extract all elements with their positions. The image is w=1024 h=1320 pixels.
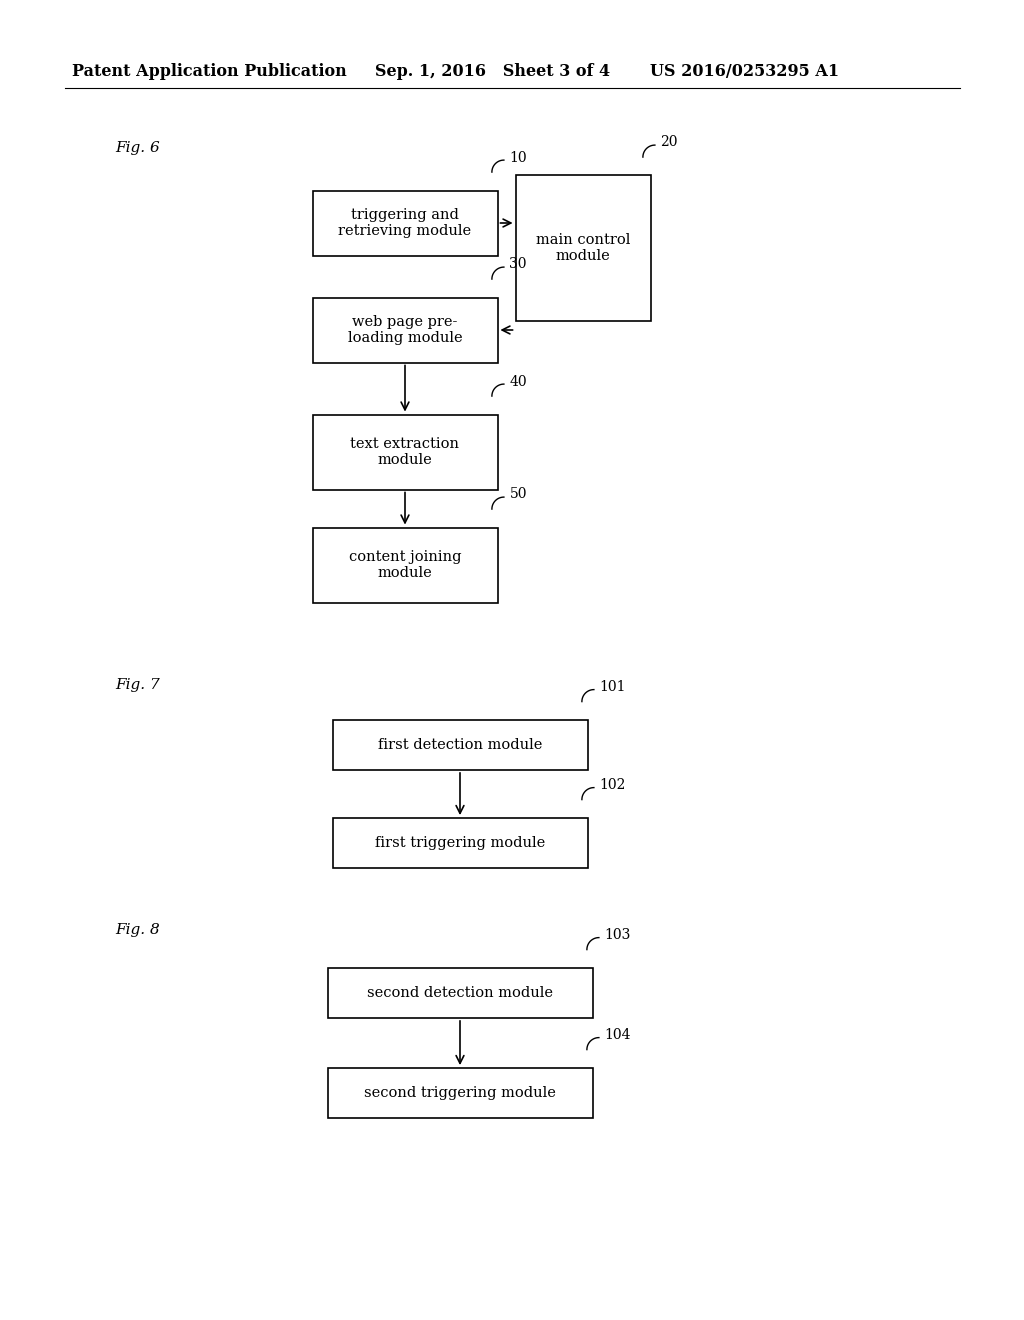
Text: triggering and
retrieving module: triggering and retrieving module bbox=[339, 209, 472, 238]
Bar bbox=[328, 1068, 593, 1118]
Text: 102: 102 bbox=[599, 777, 626, 792]
Text: 104: 104 bbox=[604, 1028, 631, 1041]
Text: US 2016/0253295 A1: US 2016/0253295 A1 bbox=[650, 63, 839, 81]
Text: 50: 50 bbox=[510, 487, 527, 502]
Text: content joining
module: content joining module bbox=[349, 550, 461, 579]
Text: web page pre-
loading module: web page pre- loading module bbox=[348, 315, 462, 345]
Text: 10: 10 bbox=[510, 150, 527, 165]
Bar bbox=[312, 297, 498, 363]
Bar bbox=[333, 719, 588, 770]
Text: Fig. 8: Fig. 8 bbox=[115, 923, 160, 937]
Text: Fig. 7: Fig. 7 bbox=[115, 678, 160, 692]
Text: first detection module: first detection module bbox=[378, 738, 542, 752]
Text: main control
module: main control module bbox=[536, 232, 630, 263]
Text: first triggering module: first triggering module bbox=[375, 836, 545, 850]
Bar bbox=[333, 818, 588, 869]
Text: text extraction
module: text extraction module bbox=[350, 437, 460, 467]
Text: second triggering module: second triggering module bbox=[365, 1086, 556, 1100]
Text: Sep. 1, 2016   Sheet 3 of 4: Sep. 1, 2016 Sheet 3 of 4 bbox=[375, 63, 610, 81]
Text: 103: 103 bbox=[604, 928, 631, 942]
Bar bbox=[312, 190, 498, 256]
Text: 101: 101 bbox=[599, 680, 626, 694]
Text: 40: 40 bbox=[510, 375, 527, 388]
Bar bbox=[312, 528, 498, 602]
Text: second detection module: second detection module bbox=[367, 986, 553, 1001]
Text: 20: 20 bbox=[660, 136, 678, 149]
Text: 30: 30 bbox=[510, 257, 527, 272]
Bar bbox=[328, 968, 593, 1018]
Bar bbox=[515, 176, 650, 321]
Text: Patent Application Publication: Patent Application Publication bbox=[72, 63, 347, 81]
Text: Fig. 6: Fig. 6 bbox=[115, 141, 160, 154]
Bar bbox=[312, 414, 498, 490]
